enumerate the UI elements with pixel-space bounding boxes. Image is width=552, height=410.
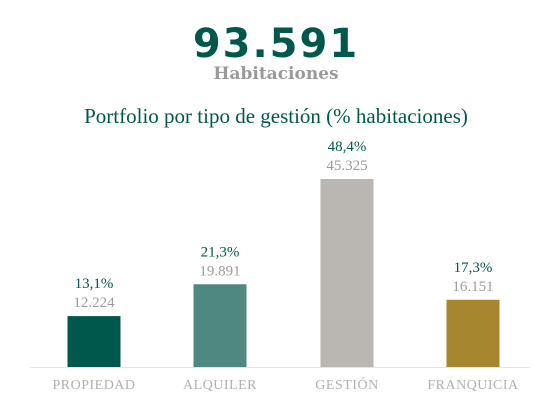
percent-label: 13,1%: [75, 276, 114, 292]
category-tick-label: PROPIEDAD: [52, 378, 135, 393]
bars-group: [67, 179, 500, 367]
percent-label: 21,3%: [201, 244, 240, 260]
percent-label: 17,3%: [454, 260, 493, 276]
bar-propiedad: [67, 316, 121, 367]
bar-franquicia: [446, 299, 500, 367]
chart-title: Portfolio por tipo de gestión (% habitac…: [84, 104, 468, 128]
category-tick-label: GESTIÓN: [315, 376, 378, 393]
count-label: 45.325: [326, 158, 367, 174]
category-tick-label: FRANQUICIA: [427, 378, 519, 393]
kpi-value: 93.591: [192, 21, 360, 67]
kpi-label: Habitaciones: [213, 64, 339, 84]
bar-gestión: [320, 179, 374, 367]
count-label: 19.891: [199, 263, 240, 279]
labels-group: 13,1% 12.224 PROPIEDAD 21,3% 19.891 ALQUILER 4…: [52, 139, 519, 393]
category-tick-label: ALQUILER: [183, 378, 257, 393]
count-label: 16.151: [452, 279, 493, 295]
bar-alquiler: [193, 284, 247, 367]
percent-label: 48,4%: [328, 139, 367, 155]
count-label: 12.224: [73, 295, 115, 311]
